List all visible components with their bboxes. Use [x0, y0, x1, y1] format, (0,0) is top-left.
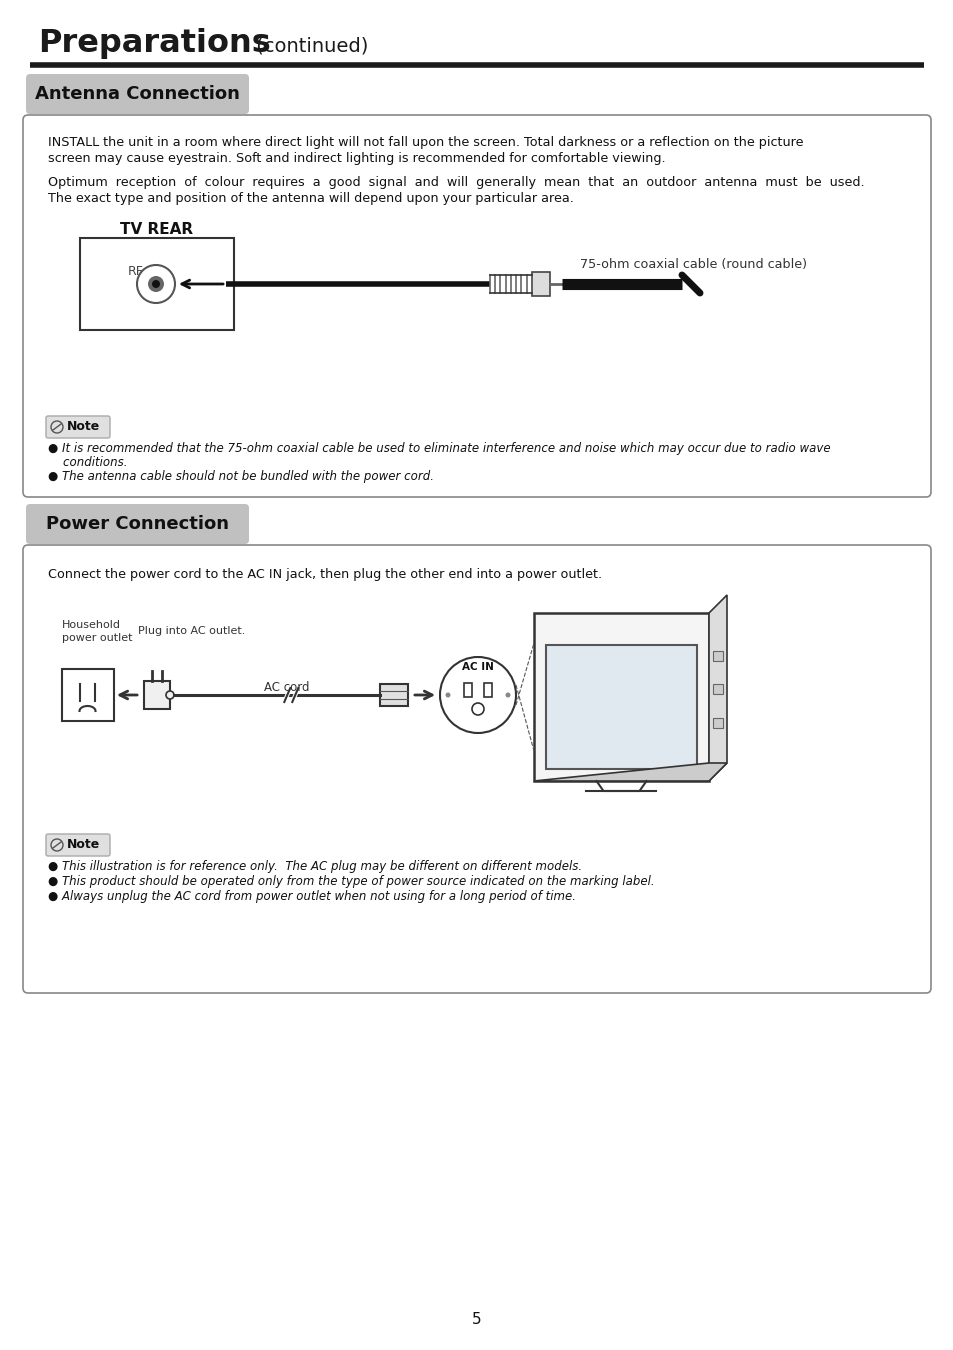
Text: Household: Household: [62, 620, 121, 630]
Circle shape: [445, 693, 450, 698]
Bar: [463, 683, 472, 697]
Bar: [712, 684, 722, 694]
FancyBboxPatch shape: [46, 834, 110, 856]
Text: Power Connection: Power Connection: [46, 514, 229, 533]
Text: 75-ohm coaxial cable (round cable): 75-ohm coaxial cable (round cable): [579, 258, 806, 271]
Bar: [712, 718, 722, 728]
Text: power outlet: power outlet: [62, 633, 132, 643]
Text: ● This product should be operated only from the type of power source indicated o: ● This product should be operated only f…: [48, 875, 654, 888]
Text: ● The antenna cable should not be bundled with the power cord.: ● The antenna cable should not be bundle…: [48, 470, 434, 483]
Text: The exact type and position of the antenna will depend upon your particular area: The exact type and position of the anten…: [48, 192, 574, 205]
Polygon shape: [534, 763, 726, 782]
Bar: [532, 271, 550, 296]
Text: INSTALL the unit in a room where direct light will not fall upon the screen. Tot: INSTALL the unit in a room where direct …: [48, 136, 802, 148]
Circle shape: [166, 691, 173, 699]
Text: conditions.: conditions.: [48, 456, 128, 468]
Bar: [483, 683, 492, 697]
Text: 5: 5: [472, 1312, 481, 1327]
Text: TV REAR: TV REAR: [120, 221, 193, 238]
Polygon shape: [708, 595, 726, 782]
Text: Antenna Connection: Antenna Connection: [35, 85, 240, 103]
FancyBboxPatch shape: [26, 504, 249, 544]
Bar: [144, 680, 170, 709]
FancyBboxPatch shape: [26, 74, 249, 113]
FancyBboxPatch shape: [23, 545, 930, 994]
Circle shape: [51, 838, 63, 850]
Circle shape: [51, 421, 63, 433]
Text: Preparations: Preparations: [38, 28, 271, 59]
Circle shape: [505, 693, 510, 698]
Text: AC cord: AC cord: [264, 680, 310, 694]
Bar: [62, 670, 113, 721]
Circle shape: [439, 657, 516, 733]
Text: AC IN: AC IN: [461, 662, 494, 672]
FancyBboxPatch shape: [46, 416, 110, 437]
Bar: [534, 613, 708, 782]
Text: RF: RF: [128, 265, 144, 278]
Circle shape: [137, 265, 174, 302]
Text: Note: Note: [67, 838, 100, 852]
Bar: [80, 238, 233, 329]
Circle shape: [472, 703, 483, 716]
Text: ● This illustration is for reference only.  The AC plug may be different on diff: ● This illustration is for reference onl…: [48, 860, 581, 873]
FancyBboxPatch shape: [23, 115, 930, 497]
Text: Plug into AC outlet.: Plug into AC outlet.: [138, 626, 245, 636]
Bar: [545, 645, 697, 769]
Text: Connect the power cord to the AC IN jack, then plug the other end into a power o: Connect the power cord to the AC IN jack…: [48, 568, 601, 580]
Text: (continued): (continued): [250, 36, 368, 55]
Text: Optimum  reception  of  colour  requires  a  good  signal  and  will  generally : Optimum reception of colour requires a g…: [48, 176, 863, 189]
Circle shape: [148, 275, 164, 292]
Text: Note: Note: [67, 420, 100, 433]
Bar: [712, 651, 722, 660]
Text: ● Always unplug the AC cord from power outlet when not using for a long period o: ● Always unplug the AC cord from power o…: [48, 890, 576, 903]
Text: ● It is recommended that the 75-ohm coaxial cable be used to eliminate interfere: ● It is recommended that the 75-ohm coax…: [48, 441, 830, 455]
Circle shape: [152, 279, 160, 288]
Text: screen may cause eyestrain. Soft and indirect lighting is recommended for comfor: screen may cause eyestrain. Soft and ind…: [48, 153, 665, 165]
Bar: [379, 684, 408, 706]
